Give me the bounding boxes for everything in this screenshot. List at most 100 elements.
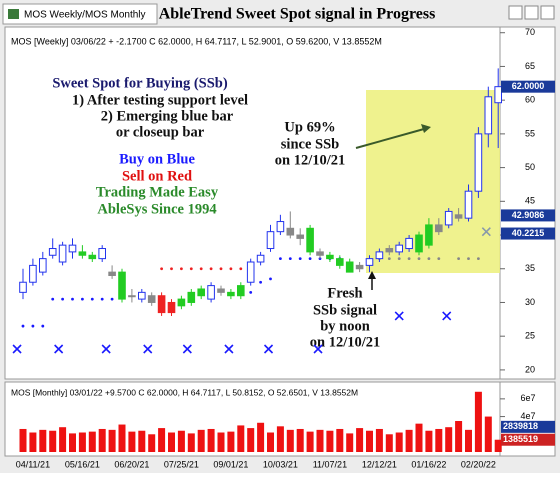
signal-dot bbox=[239, 267, 243, 271]
signal-dot bbox=[457, 257, 460, 261]
price-tag-label: 40.2215 bbox=[512, 228, 545, 238]
annotation: Buy on Blue bbox=[119, 151, 195, 167]
volume-bar bbox=[336, 428, 344, 452]
volume-bar bbox=[69, 433, 76, 452]
annotation: since SSb bbox=[281, 136, 339, 152]
signal-dot bbox=[397, 257, 401, 261]
candle-body bbox=[58, 244, 67, 263]
x-tick-label: 10/03/21 bbox=[263, 459, 298, 469]
candle-body bbox=[78, 251, 87, 256]
volume-bar bbox=[177, 430, 185, 452]
minimize-button[interactable] bbox=[508, 5, 523, 20]
volume-bar bbox=[128, 431, 136, 452]
volume-bar bbox=[445, 427, 453, 452]
candle-body bbox=[118, 271, 126, 300]
signal-dot bbox=[417, 257, 421, 261]
signal-dot bbox=[51, 297, 55, 301]
candle-body bbox=[454, 214, 463, 219]
volume-bar bbox=[346, 433, 354, 452]
signal-dot bbox=[387, 257, 391, 261]
volume-bar bbox=[455, 421, 463, 452]
signal-dot bbox=[41, 324, 45, 328]
candle-body bbox=[177, 298, 186, 307]
signal-dot bbox=[81, 297, 84, 301]
volume-tag bbox=[501, 420, 555, 433]
signal-dot bbox=[229, 267, 233, 271]
volume-bar bbox=[375, 428, 383, 452]
volume-bar bbox=[118, 424, 126, 452]
volume-bar bbox=[425, 430, 433, 452]
volume-bar bbox=[88, 431, 96, 452]
signal-dot bbox=[160, 267, 164, 271]
signal-marker bbox=[263, 344, 274, 354]
y-tick-label: 65 bbox=[525, 61, 535, 71]
volume-bar bbox=[59, 427, 67, 452]
candle-body bbox=[494, 86, 502, 104]
candle-body bbox=[217, 288, 225, 293]
maximize-button[interactable] bbox=[524, 5, 539, 20]
candle-body bbox=[237, 285, 245, 297]
price-tag-label: 42.9086 bbox=[512, 210, 545, 220]
signal-marker bbox=[143, 344, 153, 354]
tab-icon bbox=[8, 9, 19, 19]
tab-label[interactable]: MOS Weekly/MOS Monthly bbox=[24, 10, 146, 21]
annotation: by noon bbox=[320, 318, 370, 334]
annotation: SSb signal bbox=[313, 302, 377, 318]
signal-dot bbox=[308, 257, 312, 261]
x-tick-label: 12/12/21 bbox=[362, 459, 397, 469]
annotation: Fresh bbox=[327, 285, 362, 301]
signal-marker bbox=[313, 344, 323, 354]
volume-bar bbox=[494, 439, 502, 452]
candle-body bbox=[266, 231, 275, 250]
signal-dot bbox=[279, 257, 282, 261]
candle-body bbox=[108, 271, 116, 276]
volume-bar bbox=[306, 431, 314, 452]
signal-dot bbox=[21, 324, 25, 328]
volume-header: MOS [Monthly] 03/01/22 +9.5700 C 62.0000… bbox=[11, 387, 358, 397]
signal-dot bbox=[31, 324, 35, 328]
volume-bar bbox=[286, 429, 294, 452]
candle-body bbox=[157, 295, 166, 314]
candle-body bbox=[276, 221, 285, 233]
volume-bar bbox=[415, 423, 423, 452]
x-tick-label: 05/16/21 bbox=[65, 459, 100, 469]
price-tag bbox=[501, 209, 555, 222]
volume-bar bbox=[316, 429, 324, 452]
y-tick-label: 50 bbox=[525, 162, 535, 172]
volume-tag bbox=[501, 433, 555, 446]
candle-body bbox=[128, 295, 136, 298]
volume-bar bbox=[138, 430, 146, 452]
volume-bar bbox=[484, 416, 492, 452]
candle-body bbox=[138, 291, 146, 300]
close-button[interactable] bbox=[540, 5, 555, 20]
volume-bar bbox=[197, 429, 205, 452]
volume-bar bbox=[356, 428, 364, 452]
candle-body bbox=[98, 248, 107, 260]
candle-body bbox=[68, 244, 77, 253]
volume-bar bbox=[39, 429, 47, 452]
volume-bar bbox=[237, 425, 245, 452]
signal-marker bbox=[12, 344, 22, 354]
signal-dot bbox=[467, 257, 470, 261]
y-tick-label: 60 bbox=[525, 95, 535, 105]
volume-bar bbox=[276, 426, 284, 452]
candle-body bbox=[365, 258, 374, 266]
annotation: or closeup bar bbox=[116, 124, 205, 140]
annotation: AbleSys Since 1994 bbox=[97, 201, 216, 217]
candle-body bbox=[444, 210, 453, 226]
volume-tag-label: 2839818 bbox=[503, 421, 538, 431]
candle-body bbox=[345, 261, 354, 273]
arrow-head bbox=[421, 124, 431, 133]
annotation: Sell on Red bbox=[122, 168, 192, 184]
volume-bar bbox=[29, 432, 37, 452]
annotation: 1) After testing support level bbox=[72, 92, 248, 108]
y-tick-label: 30 bbox=[525, 297, 535, 307]
volume-bar bbox=[465, 429, 472, 452]
tab[interactable] bbox=[2, 3, 158, 25]
signal-dot bbox=[249, 290, 253, 294]
candle-body bbox=[474, 133, 483, 192]
candle-body bbox=[296, 234, 304, 239]
x-tick-label: 06/20/21 bbox=[114, 459, 149, 469]
volume-bar bbox=[435, 428, 443, 452]
